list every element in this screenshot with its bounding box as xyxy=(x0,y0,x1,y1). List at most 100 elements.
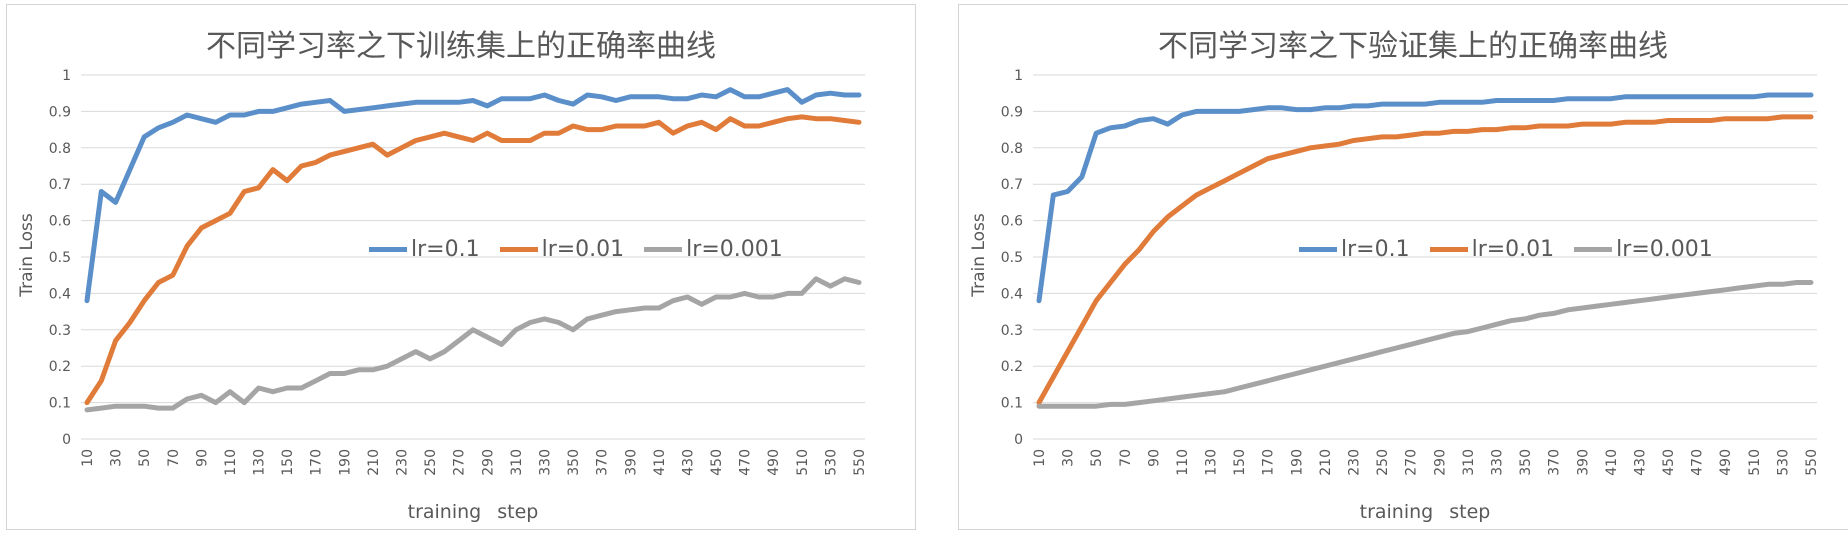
legend-label: lr=0.01 xyxy=(1471,237,1555,262)
x-tick-label: 390 xyxy=(1575,449,1591,476)
legend-swatch xyxy=(1574,247,1613,252)
legend-item: lr=0.01 xyxy=(499,237,625,262)
x-tick-label: 130 xyxy=(252,449,268,476)
x-axis-label: training step xyxy=(1359,501,1491,523)
y-tick-label: 0.2 xyxy=(1001,359,1023,375)
x-tick-label: 430 xyxy=(1632,449,1648,476)
legend-swatch xyxy=(1299,247,1337,252)
y-tick-label: 0 xyxy=(62,432,71,448)
legend-label: lr=0.1 xyxy=(1341,237,1410,262)
x-tick-label: 10 xyxy=(1032,449,1048,467)
x-tick-label: 490 xyxy=(766,449,782,476)
x-tick-label: 130 xyxy=(1204,449,1220,476)
chart-panel-validation: 不同学习率之下验证集上的正确率曲线 Train Loss training st… xyxy=(958,4,1848,530)
x-tick-label: 50 xyxy=(137,449,153,467)
y-tick-label: 0.3 xyxy=(49,323,71,339)
x-tick-label: 330 xyxy=(1489,449,1505,476)
x-tick-label: 170 xyxy=(1261,449,1277,476)
legend-swatch xyxy=(1429,247,1468,252)
x-tick-label: 370 xyxy=(595,449,611,476)
x-tick-label: 250 xyxy=(1375,449,1391,476)
x-tick-label: 50 xyxy=(1089,449,1105,467)
legend-swatch xyxy=(644,247,683,252)
legend-swatch xyxy=(499,247,538,252)
x-tick-label: 250 xyxy=(423,449,439,476)
x-tick-label: 230 xyxy=(395,449,411,476)
x-tick-label: 510 xyxy=(795,449,811,476)
x-tick-label: 350 xyxy=(566,449,582,476)
x-tick-label: 70 xyxy=(166,449,182,467)
x-tick-label: 450 xyxy=(709,449,725,476)
series-line-lr-0-01 xyxy=(1036,114,1814,406)
x-tick-label: 530 xyxy=(823,449,839,476)
x-tick-label: 490 xyxy=(1718,449,1734,476)
chart-title: 不同学习率之下验证集上的正确率曲线 xyxy=(1158,29,1668,64)
x-tick-label: 270 xyxy=(452,449,468,476)
y-tick-label: 0.6 xyxy=(49,214,71,230)
x-tick-label: 310 xyxy=(509,449,525,476)
y-tick-label: 0.9 xyxy=(1001,104,1023,120)
legend: lr=0.1 lr=0.01 lr=0.001 xyxy=(1299,237,1713,262)
x-tick-label: 190 xyxy=(1289,449,1305,476)
y-tick-label: 0.4 xyxy=(1001,286,1023,302)
x-tick-label: 110 xyxy=(1175,449,1191,476)
x-tick-label: 30 xyxy=(1061,449,1077,467)
x-tick-label: 90 xyxy=(1146,449,1162,467)
x-tick-label: 510 xyxy=(1747,449,1763,476)
x-tick-label: 450 xyxy=(1661,449,1677,476)
legend-label: lr=0.001 xyxy=(686,237,783,262)
x-tick-label: 430 xyxy=(680,449,696,476)
legend-item: lr=0.1 xyxy=(1299,237,1410,262)
x-tick-label: 470 xyxy=(1690,449,1706,476)
x-tick-label: 330 xyxy=(537,449,553,476)
x-tick-label: 310 xyxy=(1461,449,1477,476)
series-line-lr-0-001 xyxy=(84,276,862,413)
x-tick-label: 410 xyxy=(1604,449,1620,476)
y-tick-label: 0.8 xyxy=(1001,141,1023,157)
legend-label: lr=0.01 xyxy=(541,237,625,262)
y-tick-label: 1 xyxy=(62,68,71,84)
x-axis-label: training step xyxy=(407,501,539,523)
y-tick-label: 0.5 xyxy=(1001,250,1023,266)
x-tick-label: 210 xyxy=(1318,449,1334,476)
x-tick-label: 190 xyxy=(337,449,353,476)
x-tick-label: 150 xyxy=(1232,449,1248,476)
series-line-lr-0-01 xyxy=(84,114,862,406)
legend-item: lr=0.01 xyxy=(1429,237,1555,262)
x-tick-label: 10 xyxy=(80,449,96,467)
x-tick-label: 150 xyxy=(280,449,296,476)
x-tick-label: 350 xyxy=(1518,449,1534,476)
legend-item: lr=0.001 xyxy=(644,237,783,262)
x-tick-label: 530 xyxy=(1775,449,1791,476)
legend-swatch xyxy=(369,247,407,252)
x-tick-label: 410 xyxy=(652,449,668,476)
chart-title: 不同学习率之下训练集上的正确率曲线 xyxy=(206,29,716,64)
series-line-lr-0-1 xyxy=(84,87,862,304)
x-tick-label: 550 xyxy=(852,449,868,476)
x-tick-label: 550 xyxy=(1804,449,1820,476)
y-tick-label: 0.5 xyxy=(49,250,71,266)
y-tick-label: 0.6 xyxy=(1001,214,1023,230)
y-tick-label: 0.7 xyxy=(1001,177,1023,193)
legend-label: lr=0.1 xyxy=(411,237,480,262)
x-tick-label: 170 xyxy=(309,449,325,476)
y-tick-label: 0.3 xyxy=(1001,323,1023,339)
legend-item: lr=0.1 xyxy=(369,237,480,262)
series-line-lr-0-001 xyxy=(1036,280,1814,409)
y-tick-label: 0.8 xyxy=(49,141,71,157)
legend-label: lr=0.001 xyxy=(1616,237,1713,262)
y-tick-label: 1 xyxy=(1014,68,1023,84)
y-tick-label: 0.2 xyxy=(49,359,71,375)
x-tick-label: 370 xyxy=(1547,449,1563,476)
x-tick-label: 30 xyxy=(109,449,125,467)
x-tick-label: 70 xyxy=(1118,449,1134,467)
x-tick-label: 110 xyxy=(223,449,239,476)
y-tick-label: 0 xyxy=(1014,432,1023,448)
y-tick-label: 0.9 xyxy=(49,104,71,120)
y-tick-label: 0.1 xyxy=(49,396,71,412)
legend: lr=0.1 lr=0.01 lr=0.001 xyxy=(369,237,783,262)
x-tick-label: 470 xyxy=(738,449,754,476)
x-tick-label: 290 xyxy=(480,449,496,476)
